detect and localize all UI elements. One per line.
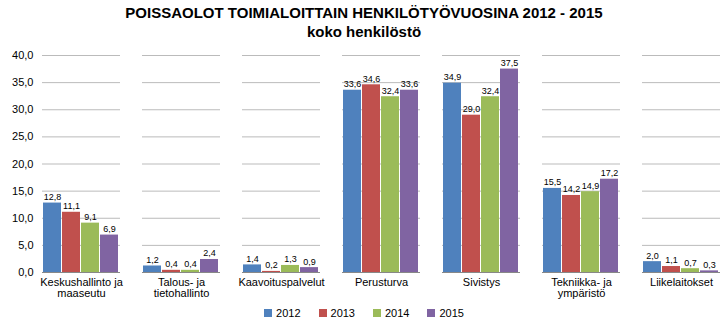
svg-text:Sivistys: Sivistys bbox=[463, 276, 501, 288]
svg-text:0,3: 0,3 bbox=[703, 260, 716, 270]
svg-text:0,2: 0,2 bbox=[265, 260, 278, 270]
svg-text:34,6: 34,6 bbox=[363, 74, 381, 84]
svg-text:14,9: 14,9 bbox=[582, 181, 600, 191]
svg-text:0,4: 0,4 bbox=[184, 259, 197, 269]
svg-text:9,1: 9,1 bbox=[84, 212, 97, 222]
svg-text:0,7: 0,7 bbox=[684, 258, 697, 268]
svg-text:25,0: 25,0 bbox=[12, 130, 33, 142]
svg-text:Talous- jatietohallinto: Talous- jatietohallinto bbox=[154, 276, 210, 299]
svg-text:15,0: 15,0 bbox=[12, 185, 33, 197]
svg-text:1,2: 1,2 bbox=[146, 255, 159, 265]
svg-text:17,2: 17,2 bbox=[601, 168, 619, 178]
svg-text:5,0: 5,0 bbox=[18, 239, 33, 251]
html-text:2015: 2015 bbox=[439, 307, 464, 319]
svg-text:34,9: 34,9 bbox=[444, 72, 462, 82]
svg-text:33,6: 33,6 bbox=[344, 79, 362, 89]
svg-text:35,0: 35,0 bbox=[12, 76, 33, 88]
html-text:2014: 2014 bbox=[385, 307, 410, 319]
svg-text:30,0: 30,0 bbox=[12, 103, 33, 115]
svg-text:20,0: 20,0 bbox=[12, 158, 33, 170]
svg-text:33,6: 33,6 bbox=[401, 79, 419, 89]
svg-text:32,4: 32,4 bbox=[482, 86, 500, 96]
svg-text:40,0: 40,0 bbox=[12, 49, 33, 61]
svg-text:29,0: 29,0 bbox=[463, 104, 481, 114]
svg-text:15,5: 15,5 bbox=[544, 177, 562, 187]
svg-text:2,4: 2,4 bbox=[203, 248, 216, 258]
svg-text:11,1: 11,1 bbox=[63, 201, 80, 211]
svg-text:Kaavoituspalvelut: Kaavoituspalvelut bbox=[238, 276, 324, 288]
svg-text:1,3: 1,3 bbox=[284, 254, 297, 264]
html-text:POISSAOLOT TOIMIALOITTAIN HENK: POISSAOLOT TOIMIALOITTAIN HENKILÖTYÖVUOS… bbox=[125, 4, 603, 21]
html-text:2012: 2012 bbox=[276, 307, 301, 319]
svg-text:37,5: 37,5 bbox=[501, 58, 519, 68]
svg-text:Tekniikka- jaympäristö: Tekniikka- jaympäristö bbox=[551, 276, 612, 299]
svg-text:Keskushallinto jamaaseutu: Keskushallinto jamaaseutu bbox=[40, 276, 123, 299]
svg-text:0,4: 0,4 bbox=[165, 259, 178, 269]
svg-text:Perusturva: Perusturva bbox=[355, 276, 409, 288]
svg-text:0,9: 0,9 bbox=[303, 256, 316, 266]
svg-text:Liikelaitokset: Liikelaitokset bbox=[650, 276, 713, 288]
svg-text:2,0: 2,0 bbox=[646, 251, 659, 261]
svg-text:1,4: 1,4 bbox=[246, 254, 259, 264]
svg-text:6,9: 6,9 bbox=[103, 224, 116, 234]
svg-text:32,4: 32,4 bbox=[382, 86, 400, 96]
svg-text:14,2: 14,2 bbox=[563, 184, 581, 194]
svg-text:1,1: 1,1 bbox=[665, 255, 678, 265]
html-text:2013: 2013 bbox=[330, 307, 355, 319]
html-text:koko henkilöstö: koko henkilöstö bbox=[306, 23, 422, 40]
svg-text:12,8: 12,8 bbox=[44, 192, 62, 202]
svg-text:10,0: 10,0 bbox=[12, 212, 33, 224]
svg-text:0,0: 0,0 bbox=[18, 266, 33, 278]
